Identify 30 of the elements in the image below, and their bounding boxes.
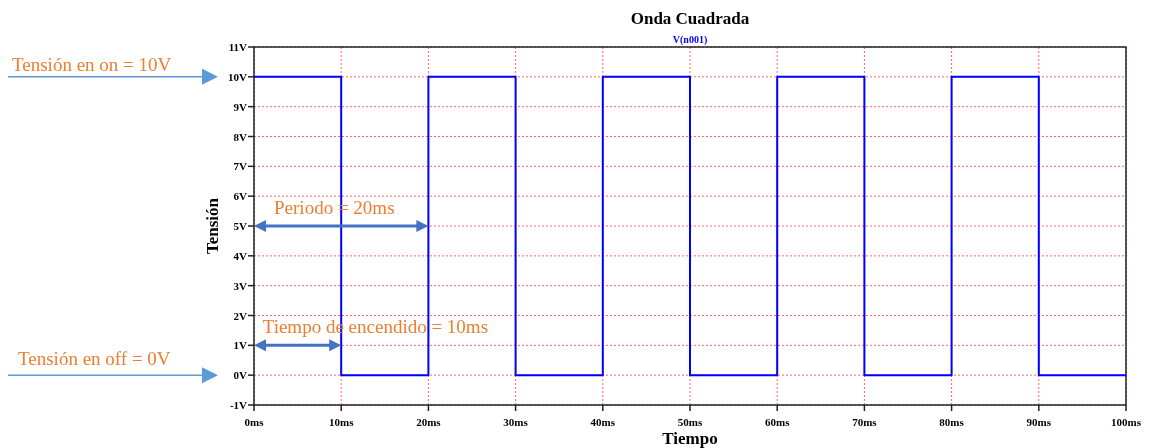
text: Tensión en off = 0V [18, 348, 171, 370]
y-tick-label: 5V [233, 220, 248, 232]
x-tick-label: 60ms [764, 416, 791, 428]
x-tick-label: 40ms [590, 416, 616, 428]
x-tick-label: 30ms [503, 416, 529, 428]
y-tick-label: 10V [228, 70, 248, 83]
x-tick-label: 80ms [939, 416, 965, 428]
x-tick-label: 50ms [677, 416, 703, 428]
y-tick-label: -1V [229, 399, 248, 411]
y-tick-label: 0V [233, 369, 248, 382]
x-tick-label: 10ms [328, 416, 355, 428]
x-tick-label: 90ms [1026, 416, 1052, 428]
y-tick-label: 2V [233, 309, 248, 322]
y-tick-label: 7V [233, 160, 248, 173]
text: V(n001) [672, 34, 708, 46]
x-tick-label: 20ms [416, 416, 442, 428]
x-tick-label: 0ms [244, 416, 265, 428]
y-tick-label: 3V [233, 279, 248, 292]
x-tick-label: 70ms [852, 416, 878, 428]
y-tick-label: 1V [233, 339, 248, 352]
y-tick-label: 8V [233, 130, 248, 143]
x-tick-label: 100ms [1111, 416, 1142, 428]
y-tick-label: 4V [233, 249, 248, 262]
chart-title: Onda Cuadrada [630, 9, 750, 28]
text: Tensión en on = 10V [12, 53, 172, 75]
y-tick-label: 9V [233, 100, 248, 113]
x-axis-title: Tiempo [662, 429, 718, 448]
y-tick-label: 6V [233, 190, 248, 203]
y-tick-label: 11V [228, 41, 248, 53]
y-axis-title: Tensión [203, 197, 222, 255]
